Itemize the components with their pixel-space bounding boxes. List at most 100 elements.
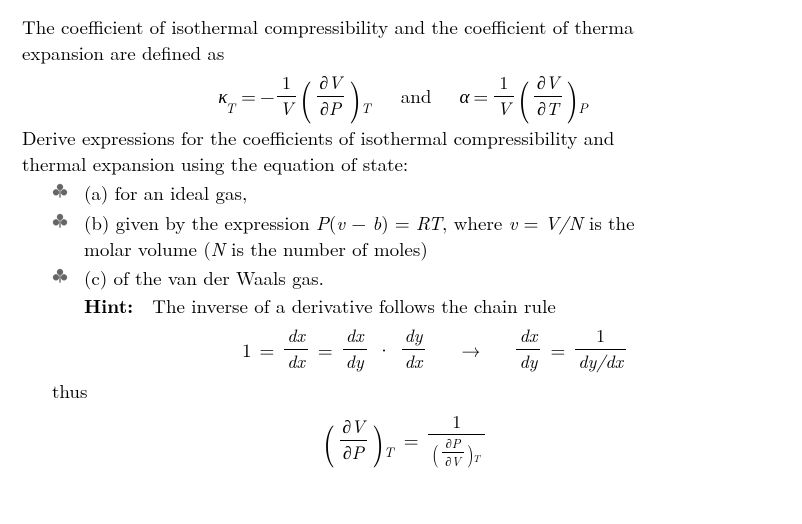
right-paren: ) [372,423,384,459]
partial-t: ∂T [534,96,562,121]
part-b-line2-pre: molar volume ( [84,235,211,262]
and-word: and [401,83,432,109]
clover-bullet-icon [52,183,68,199]
dv-dt: ∂V ∂T [534,71,562,121]
alpha-definition: α = 1 V ( ∂V ∂T ) P [459,71,589,121]
partial-v: ∂V [534,71,562,95]
dp-dv-inline: ( ∂P ∂V ) T [431,435,481,470]
final-equation: ( ∂V ∂P ) T = 1 ( ∂P ∂V ) T [22,410,786,471]
hint-text: The inverse of a derivative follows the … [133,292,556,319]
numerator-one: 1 [449,410,464,434]
denominator-dydx: dy/dx [575,349,626,374]
problem-parts-list: (a) for an ideal gas, (b) given by the e… [52,180,786,374]
partial-p: ∂P [317,96,344,121]
partial-p: ∂P [340,440,367,465]
denominator-dx: dx [402,349,426,374]
subscript-t: T [473,452,480,466]
numerator-dx: dx [517,324,541,348]
part-b-text-mid: , where [442,209,509,236]
left-paren: ( [323,423,335,459]
numerator-dy: dy [401,324,425,348]
subscript-p: P [578,99,587,117]
list-item-b: (b) given by the expression P(v − b) = R… [52,210,786,261]
one-over-dydx: 1 dy/dx [575,324,626,374]
eq-minus: − [345,209,372,236]
part-label-a: (a) [84,179,108,206]
equals-sign: = [237,83,260,109]
derive-line1: Derive expressions for the coefficients … [22,124,614,151]
denominator-dy: dy [516,349,540,374]
derive-line2: thermal expansion using the equation of … [22,150,408,177]
dot-operator: · [377,337,392,363]
definitions-equation: κT = − 1 V ( ∂V ∂P ) T and α = 1 V ( ∂V … [22,71,786,121]
eq-rparen: ) [381,209,388,236]
subscript-t: T [361,99,371,117]
left-paren: ( [300,79,312,115]
rhs-frac: 1 ( ∂P ∂V ) T [428,410,484,471]
partial-v: ∂V [339,415,367,439]
left-paren-small: ( [433,444,440,462]
dy-dx: dy dx [401,324,425,374]
lhs-dv-dp: ( ∂V ∂P ) T [321,415,396,465]
numerator-one: 1 [593,324,608,348]
equals-sign: = [550,337,565,363]
dp-dv-frac: ∂P ∂V [442,435,464,470]
eq-v: v [336,209,345,236]
one-over-v: 1 V [277,71,296,121]
kappa-definition: κT = − 1 V ( ∂V ∂P ) T [218,71,373,121]
left-paren: ( [518,79,530,115]
clover-bullet-icon [52,268,68,284]
part-label-c: (c) [84,264,107,291]
eq-b: b [372,209,381,236]
dv-dp-frac: ∂V ∂P [339,415,367,465]
chain-rule-equation: 1 = dx dx = dx dy · dy dx → dx dy = [84,324,786,374]
numerator-one: 1 [279,71,294,95]
dx-dx: dx dx [284,324,308,374]
kappa-subscript: T [225,99,235,117]
denominator-v: V [494,96,513,121]
part-label-b: (b) [84,209,109,236]
partial-v: ∂V [316,71,344,95]
equals-sign: = [469,83,492,109]
partial-v: ∂V [442,452,464,470]
intro-line1: The coefficient of isothermal compressib… [22,13,634,40]
eq-p: P [316,209,329,236]
eq-equals: = [389,209,416,236]
dv-dp: ∂V ∂P [316,71,344,121]
eq-rt: RT [416,209,442,236]
list-item-a: (a) for an ideal gas, [52,180,786,206]
alpha-symbol: α [459,83,469,109]
derive-paragraph: Derive expressions for the coefficients … [22,125,786,176]
denominator-dy: dy [343,349,367,374]
thus-row: thus [52,378,786,404]
denominator-dx: dx [284,349,308,374]
equals-sign: = [404,427,419,453]
numerator-one: 1 [496,71,511,95]
part-b-line2-post: is the number of moles) [225,235,428,262]
eq-n: N [211,235,225,262]
thus-word: thus [52,377,87,404]
right-paren: ) [349,79,361,115]
list-item-c: (c) of the van der Waals gas. Hint: The … [52,265,786,374]
right-paren: ) [566,79,578,115]
dx-dy: dx dy [343,324,367,374]
denominator-v: V [277,96,296,121]
subscript-t: T [384,443,394,461]
one: 1 [242,337,252,363]
part-b-text-pre: given by the expression [109,209,316,236]
equals-sign: = [259,337,274,363]
arrow-right: → [435,337,506,363]
one-over-v: 1 V [494,71,513,121]
eq-vn: V/N [545,209,583,236]
eq-equals2: = [517,209,544,236]
intro-paragraph: The coefficient of isothermal compressib… [22,14,786,65]
part-b-text-post: is the [583,209,635,236]
minus-sign: − [260,83,275,109]
equals-sign: = [318,337,333,363]
hint-row: Hint: The inverse of a derivative follow… [84,293,786,319]
hint-label: Hint: [84,291,133,319]
numerator-dx: dx [284,324,308,348]
part-a-text: for an ideal gas, [108,179,247,206]
part-c-text: of the van der Waals gas. [107,264,324,291]
denominator-dp-dv: ( ∂P ∂V ) T [428,434,484,470]
